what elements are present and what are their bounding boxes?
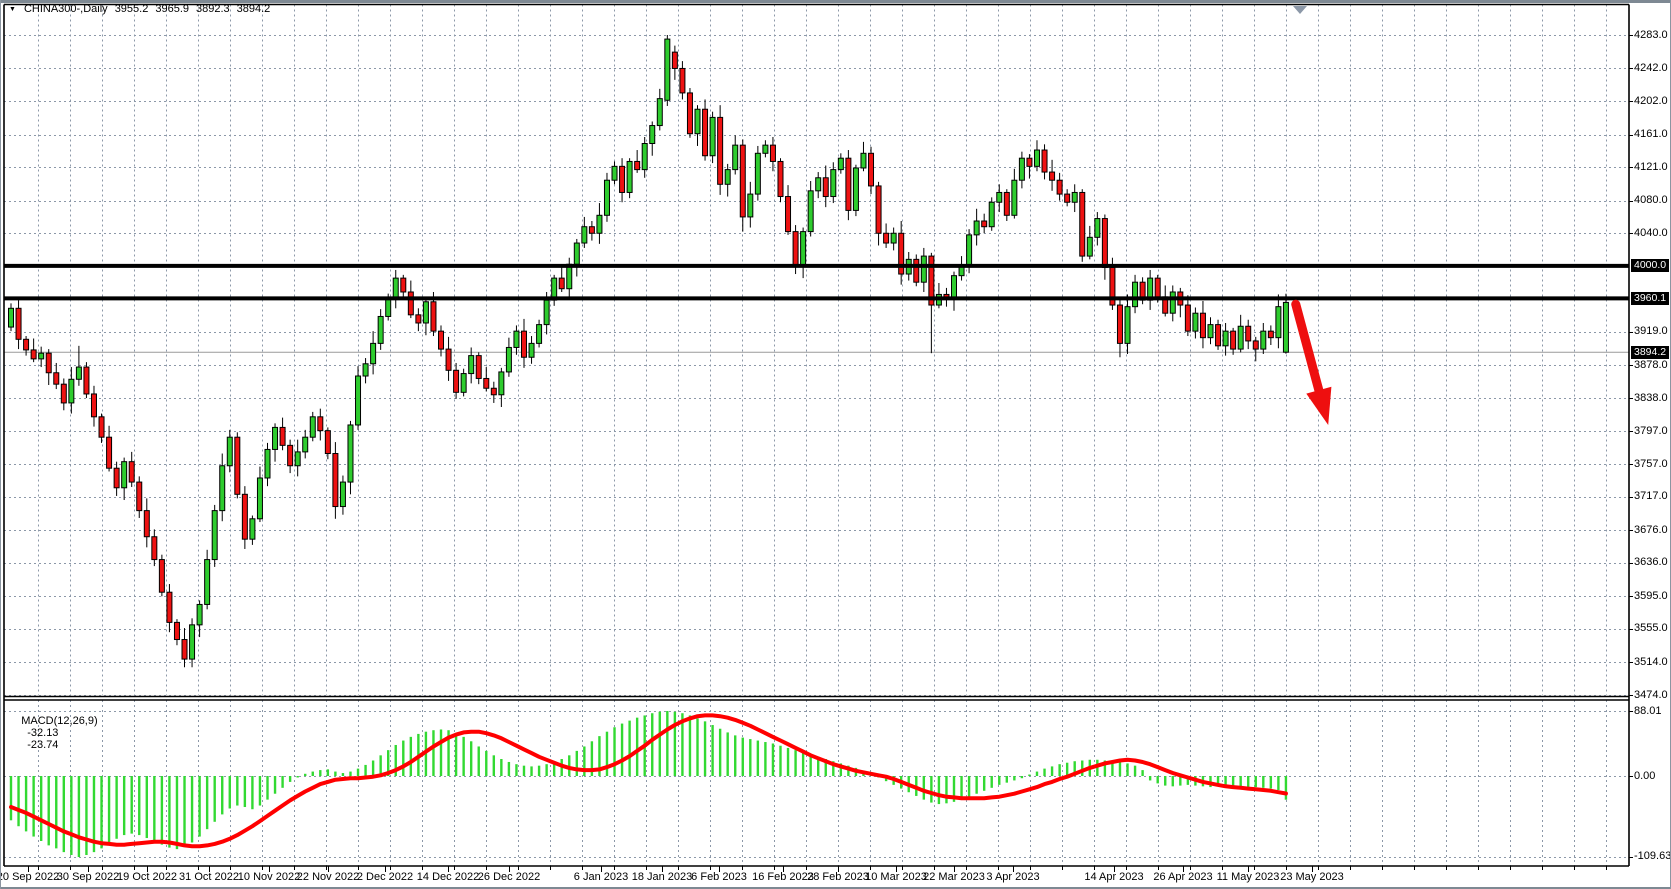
price-axis-tick: 3474.0 <box>1634 688 1668 701</box>
date-axis-label: 26 Dec 2022 <box>477 871 541 883</box>
date-axis-label: 22 Mar 2023 <box>923 871 985 883</box>
price-axis-tick: 3797.0 <box>1634 424 1668 437</box>
price-axis-tick: 4161.0 <box>1634 128 1668 141</box>
price-axis-tick: 3919.0 <box>1634 325 1668 338</box>
candlesticks-layer <box>8 35 1289 668</box>
date-axis-label: 19 Oct 2022 <box>117 871 177 883</box>
trend-arrow[interactable] <box>1291 299 1332 425</box>
price-axis-tick: 4080.0 <box>1634 194 1668 207</box>
macd-indicator-title: MACD(12,26,9) -32.13 -23.74 <box>9 703 98 763</box>
hline-price-badge-4000: 4000.0 <box>1631 259 1670 273</box>
price-axis-tick: 4242.0 <box>1634 61 1668 74</box>
macd-signal-value: -23.74 <box>27 739 59 751</box>
date-axis-label: 14 Apr 2023 <box>1084 871 1144 883</box>
macd-main-value: -32.13 <box>27 727 59 739</box>
price-axis-tick: 4202.0 <box>1634 94 1668 107</box>
date-axis-label: 28 Feb 2023 <box>807 871 869 883</box>
macd-axis-tick: 0.00 <box>1634 769 1656 782</box>
panel-frame <box>3 3 1630 867</box>
chart-shift-marker-icon[interactable] <box>1293 6 1307 14</box>
date-axis-label: 30 Sep 2022 <box>56 871 120 883</box>
window-top-border <box>1 0 1670 3</box>
low-value: 3892.3 <box>196 3 230 15</box>
macd-signal-line <box>9 713 1288 849</box>
grid-layer <box>4 4 1629 866</box>
date-axis-label: 26 Apr 2023 <box>1153 871 1213 883</box>
chart-title: ▼ CHINA300-,Daily 3955.2 3965.9 3892.3 3… <box>9 3 270 15</box>
symbol-period-label: CHINA300-,Daily <box>23 3 108 15</box>
date-axis-label: 16 Feb 2023 <box>752 871 814 883</box>
axis-ticks <box>28 35 1633 872</box>
date-axis-label: 3 Apr 2023 <box>986 871 1040 883</box>
price-axis-tick: 3595.0 <box>1634 589 1668 602</box>
date-axis-label: 18 Jan 2023 <box>631 871 693 883</box>
date-axis-label: 31 Oct 2022 <box>179 871 239 883</box>
date-axis-label: 2 Dec 2022 <box>356 871 414 883</box>
price-axis-tick: 3717.0 <box>1634 490 1668 503</box>
price-axis-tick: 3636.0 <box>1634 556 1668 569</box>
macd-axis-tick: -109.63 <box>1634 850 1671 863</box>
date-axis-label: 11 May 2023 <box>1216 871 1280 883</box>
price-axis-tick: 3838.0 <box>1634 391 1668 404</box>
high-value: 3965.9 <box>155 3 189 15</box>
price-axis-tick: 3514.0 <box>1634 655 1668 668</box>
price-axis-tick: 4040.0 <box>1634 226 1668 239</box>
open-value: 3955.2 <box>114 3 149 15</box>
date-axis-label: 22 Nov 2022 <box>296 871 360 883</box>
date-axis-label: 10 Mar 2023 <box>865 871 927 883</box>
date-axis-label: 6 Jan 2023 <box>573 871 629 883</box>
macd-label: MACD(12,26,9) <box>21 715 98 727</box>
date-axis-label: 10 Nov 2022 <box>237 871 301 883</box>
price-axis-tick: 3555.0 <box>1634 622 1668 635</box>
date-axis-label: 23 May 2023 <box>1280 871 1344 883</box>
date-axis-label: 6 Feb 2023 <box>691 871 747 883</box>
date-axis-label: 14 Dec 2022 <box>416 871 480 883</box>
hline-price-badge-3960: 3960.1 <box>1631 291 1670 305</box>
price-axis-tick: 3676.0 <box>1634 523 1668 536</box>
symbol-dropdown-icon[interactable]: ▼ <box>9 5 16 13</box>
price-axis-tick: 4121.0 <box>1634 160 1668 173</box>
window-bottom-border <box>1 887 1670 889</box>
price-axis-tick: 4283.0 <box>1634 28 1668 41</box>
bid-price-badge: 3894.2 <box>1631 345 1670 359</box>
price-axis-tick: 3757.0 <box>1634 457 1668 470</box>
macd-axis-tick: 88.01 <box>1634 704 1662 717</box>
date-axis-label: 20 Sep 2022 <box>0 871 60 883</box>
price-axis-tick: 3878.0 <box>1634 358 1668 371</box>
close-value: 3894.2 <box>236 3 271 15</box>
